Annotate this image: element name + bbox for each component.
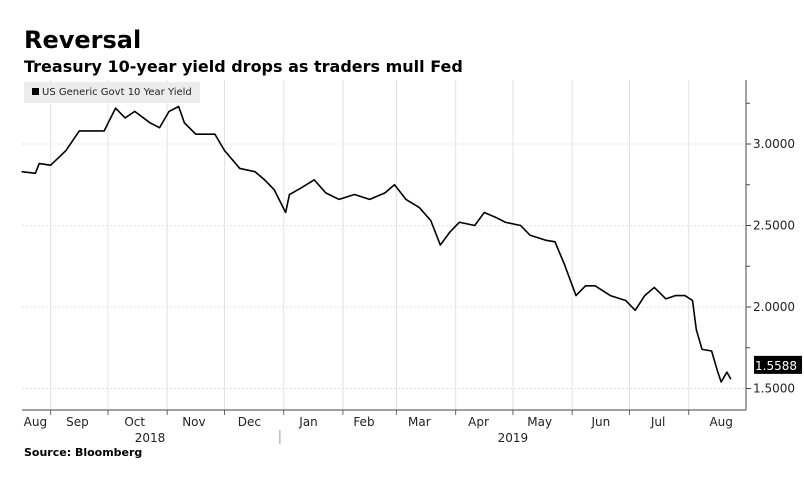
year-label: 2018 — [135, 431, 166, 445]
year-label: 2019 — [498, 431, 529, 445]
data-point — [405, 198, 407, 201]
y-tick-label: 1.5000 — [753, 382, 795, 396]
chart-subtitle: Treasury 10-year yield drops as traders … — [24, 57, 463, 76]
data-point — [674, 294, 676, 297]
chart-title: Reversal — [24, 26, 142, 54]
data-point — [458, 221, 461, 223]
data-point — [691, 299, 694, 302]
data-point — [38, 162, 40, 165]
data-point — [223, 149, 226, 152]
data-point — [430, 220, 432, 222]
data-point — [369, 198, 371, 201]
data-point — [594, 285, 596, 287]
data-point — [584, 285, 587, 287]
data-point — [149, 122, 151, 124]
x-tick-label: Aug — [709, 415, 732, 429]
data-point — [183, 122, 185, 124]
data-point — [338, 198, 340, 201]
x-tick-label: Nov — [182, 415, 205, 429]
data-point — [563, 264, 566, 266]
data-point — [544, 239, 547, 241]
x-tick-label: Apr — [468, 415, 489, 429]
y-tick-label: 2.5000 — [753, 219, 795, 233]
data-point — [124, 117, 126, 119]
data-point — [575, 294, 577, 297]
data-point — [701, 348, 703, 350]
data-point — [214, 133, 216, 135]
data-point — [93, 130, 96, 132]
data-point — [449, 231, 451, 233]
data-point — [239, 167, 241, 170]
y-tick-label: 3.0000 — [753, 137, 795, 151]
data-point — [178, 105, 180, 108]
data-point — [418, 206, 420, 209]
data-point — [168, 110, 170, 112]
x-tick-label: Mar — [408, 415, 431, 429]
data-point — [264, 179, 266, 181]
legend: US Generic Govt 10 Year Yield — [24, 82, 200, 103]
data-point — [300, 187, 302, 189]
data-point — [195, 133, 197, 135]
data-point — [50, 164, 52, 166]
data-point — [65, 149, 67, 152]
data-point — [625, 299, 627, 302]
data-point — [716, 369, 718, 372]
x-tick-label: Jun — [590, 415, 610, 429]
data-point — [609, 294, 611, 297]
data-point — [711, 350, 713, 352]
data-point — [695, 329, 697, 331]
data-point — [115, 107, 117, 109]
data-point — [644, 294, 646, 297]
data-point — [78, 130, 80, 132]
data-point — [103, 130, 105, 132]
y-tick-label: 2.0000 — [753, 300, 795, 314]
data-point — [134, 110, 136, 112]
data-point — [393, 184, 396, 186]
legend-label: US Generic Govt 10 Year Yield — [42, 87, 192, 98]
data-point — [439, 244, 441, 246]
x-tick-label: Aug — [24, 415, 47, 429]
data-point — [665, 298, 667, 300]
x-tick-label: Oct — [124, 415, 145, 429]
data-point — [474, 224, 476, 227]
legend-swatch — [32, 88, 39, 95]
data-point — [288, 193, 291, 196]
data-point — [519, 224, 522, 227]
data-point — [483, 211, 485, 214]
x-tick-label: Dec — [238, 415, 261, 429]
data-point — [34, 172, 36, 174]
data-point — [684, 294, 686, 297]
data-point — [634, 309, 636, 311]
last-value-label: 1.5588 — [755, 359, 797, 373]
data-point — [21, 171, 23, 173]
x-tick-label: Feb — [353, 415, 374, 429]
x-tick-label: Sep — [66, 415, 89, 429]
data-point — [726, 371, 728, 373]
data-point — [653, 286, 655, 289]
last-value-badge — [748, 355, 802, 379]
data-point — [730, 378, 732, 380]
data-point — [254, 171, 256, 173]
yield-series-line — [21, 105, 732, 383]
data-point — [720, 381, 722, 383]
data-point — [158, 127, 161, 129]
data-point — [325, 192, 327, 194]
x-tick-label: Jul — [650, 415, 665, 429]
data-point — [313, 179, 315, 181]
x-tick-label: May — [527, 415, 552, 429]
source-note: Source: Bloomberg — [24, 446, 143, 459]
data-point — [285, 211, 287, 214]
data-point — [504, 221, 506, 223]
x-tick-label: Jan — [298, 415, 318, 429]
data-point — [529, 234, 531, 236]
data-point — [353, 193, 355, 196]
data-point — [495, 216, 497, 218]
data-point — [554, 241, 556, 243]
data-point — [384, 192, 386, 194]
data-point — [273, 189, 275, 191]
